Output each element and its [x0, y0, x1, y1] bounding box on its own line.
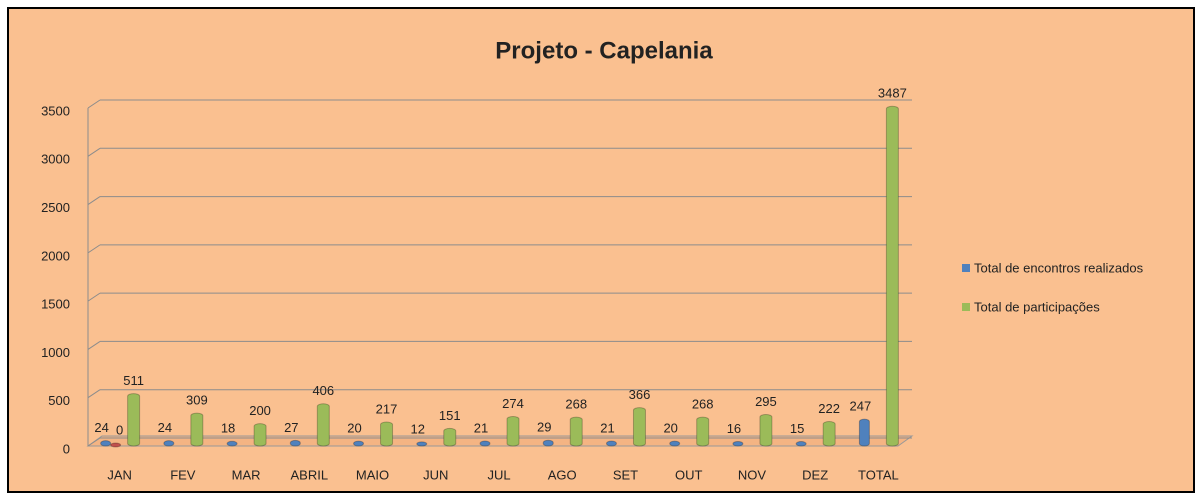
value-label: 268	[565, 397, 587, 412]
y-tick-label: 2000	[41, 248, 70, 263]
value-label: 274	[502, 396, 524, 411]
grid-line-side	[87, 389, 101, 399]
bar	[885, 105, 899, 447]
grid-line-side	[87, 244, 101, 254]
grid-line-side	[87, 99, 101, 109]
chart-area	[7, 7, 1195, 493]
y-tick-label: 2500	[41, 200, 70, 215]
x-tick-label: FEV	[170, 467, 196, 482]
bar	[100, 440, 112, 447]
x-tick-label: JUN	[423, 467, 448, 482]
bar	[316, 403, 330, 447]
bar	[289, 439, 301, 447]
x-tick-label: JAN	[107, 467, 132, 482]
value-label: 21	[600, 420, 614, 435]
bar	[190, 412, 204, 447]
bar	[163, 440, 175, 447]
grid-line-side	[87, 196, 101, 205]
legend-label: Total de participações	[974, 299, 1100, 314]
value-label: 295	[755, 394, 777, 409]
bar	[127, 393, 141, 447]
bar	[542, 439, 554, 447]
value-label: 16	[727, 421, 741, 436]
value-label: 3487	[878, 86, 907, 101]
value-label: 217	[376, 401, 398, 416]
x-tick-label: DEZ	[802, 467, 828, 482]
value-label: 24	[158, 420, 172, 435]
bar	[669, 440, 681, 447]
bar	[110, 442, 122, 448]
value-label: 406	[312, 383, 334, 398]
value-label: 151	[439, 408, 461, 423]
legend-swatch	[962, 264, 970, 272]
x-tick-label: MAIO	[356, 467, 389, 482]
value-label: 15	[790, 421, 804, 436]
bar	[443, 427, 457, 447]
bar	[416, 441, 428, 447]
bar	[696, 416, 710, 447]
bar	[506, 416, 520, 447]
x-tick-label: MAR	[232, 467, 261, 482]
bar	[569, 416, 583, 447]
value-label: 20	[347, 421, 361, 436]
value-label: 24	[94, 420, 108, 435]
grid-line-side	[87, 437, 101, 447]
x-tick-label: SET	[613, 467, 638, 482]
y-tick-label: 1500	[41, 297, 70, 312]
chart-title: Projeto - Capelania	[495, 37, 713, 64]
y-tick-label: 0	[63, 441, 70, 456]
value-label: 20	[663, 421, 677, 436]
bar	[795, 441, 807, 447]
bar	[479, 440, 491, 447]
legend-swatch	[962, 303, 970, 311]
value-label: 268	[692, 397, 714, 412]
bar	[353, 440, 365, 447]
x-tick-label: NOV	[738, 467, 767, 482]
value-label: 511	[123, 373, 144, 388]
value-label: 247	[850, 399, 872, 414]
bar	[632, 407, 646, 447]
bar	[605, 440, 617, 447]
value-label: 0	[116, 422, 123, 437]
bar	[226, 440, 238, 447]
x-tick-label: OUT	[675, 467, 703, 482]
grid-line-side	[87, 147, 101, 157]
bar	[822, 421, 836, 447]
y-tick-label: 1000	[41, 345, 70, 360]
y-tick-label: 500	[48, 393, 70, 408]
value-label: 21	[474, 420, 488, 435]
y-tick-label: 3500	[41, 103, 70, 118]
value-label: 12	[411, 421, 425, 436]
bar	[732, 440, 744, 447]
value-label: 18	[221, 421, 235, 436]
bar	[858, 418, 870, 447]
x-tick-label: JUL	[487, 467, 510, 482]
value-label: 200	[249, 403, 271, 418]
value-label: 27	[284, 420, 298, 435]
grid-line-side	[87, 341, 101, 350]
value-label: 366	[629, 387, 651, 402]
value-label: 309	[186, 393, 208, 408]
bar	[759, 414, 773, 447]
legend-label: Total de encontros realizados	[974, 260, 1144, 275]
value-label: 222	[818, 401, 840, 416]
x-tick-label: TOTAL	[858, 467, 899, 482]
bar	[253, 423, 267, 447]
grid-line-side	[87, 292, 101, 302]
y-tick-label: 3000	[41, 152, 70, 167]
x-tick-label: AGO	[548, 467, 577, 482]
bar	[380, 421, 394, 447]
x-tick-label: ABRIL	[291, 467, 329, 482]
value-label: 29	[537, 420, 551, 435]
